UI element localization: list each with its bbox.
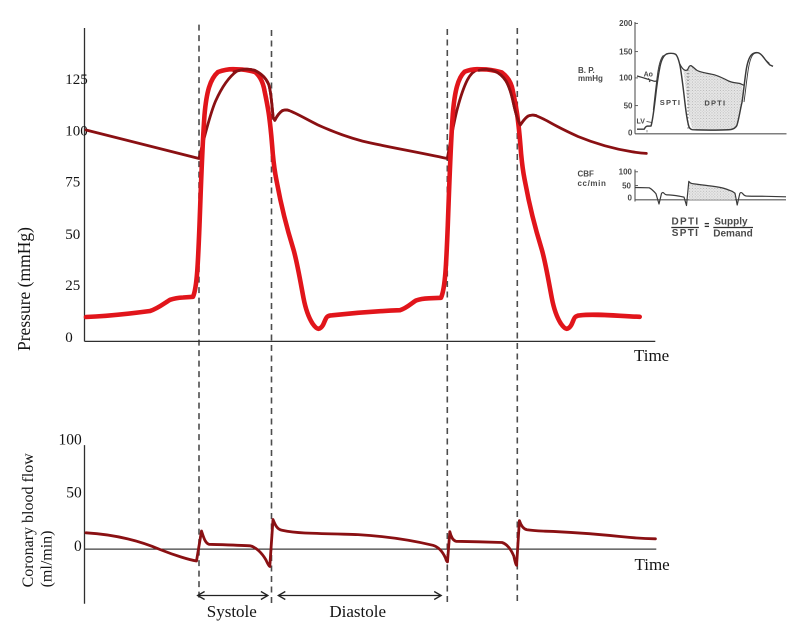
svg-text:100: 100 [619, 74, 633, 83]
svg-text:Ao: Ao [644, 71, 653, 78]
svg-text:Time: Time [634, 555, 669, 574]
svg-text:LV: LV [637, 118, 646, 125]
svg-text:0: 0 [74, 538, 82, 555]
svg-text:Systole: Systole [207, 602, 257, 621]
svg-text:50: 50 [66, 485, 82, 502]
svg-text:(ml/min): (ml/min) [39, 531, 56, 588]
svg-text:100: 100 [65, 124, 88, 140]
svg-text:SPTI: SPTI [672, 228, 699, 239]
svg-text:100: 100 [619, 168, 633, 177]
svg-text:B. P.: B. P. [578, 66, 595, 75]
svg-text:150: 150 [619, 47, 633, 56]
svg-text:0: 0 [65, 330, 73, 346]
svg-text:DPTI: DPTI [672, 217, 700, 228]
svg-text:Time: Time [634, 346, 669, 365]
svg-text:0: 0 [628, 193, 633, 202]
svg-text:Coronary blood flow: Coronary blood flow [20, 453, 37, 588]
svg-text:50: 50 [622, 181, 631, 190]
svg-text:200: 200 [619, 19, 633, 28]
svg-text:Diastole: Diastole [329, 602, 386, 621]
svg-text:SPTI: SPTI [660, 98, 681, 107]
svg-text:Demand: Demand [713, 229, 752, 240]
svg-text:100: 100 [58, 432, 82, 449]
svg-text:50: 50 [65, 227, 80, 243]
svg-text:50: 50 [624, 101, 633, 110]
svg-text:CBF: CBF [578, 169, 595, 178]
svg-text:mmHg: mmHg [578, 74, 603, 83]
svg-text:Supply: Supply [714, 217, 748, 228]
svg-text:125: 125 [65, 72, 88, 88]
svg-text:75: 75 [65, 174, 80, 190]
svg-text:25: 25 [65, 278, 80, 294]
svg-text:cc/min: cc/min [578, 179, 607, 188]
svg-text:0: 0 [628, 128, 633, 137]
svg-text:Pressure (mmHg): Pressure (mmHg) [14, 227, 34, 351]
svg-text:DPTI: DPTI [704, 99, 726, 108]
